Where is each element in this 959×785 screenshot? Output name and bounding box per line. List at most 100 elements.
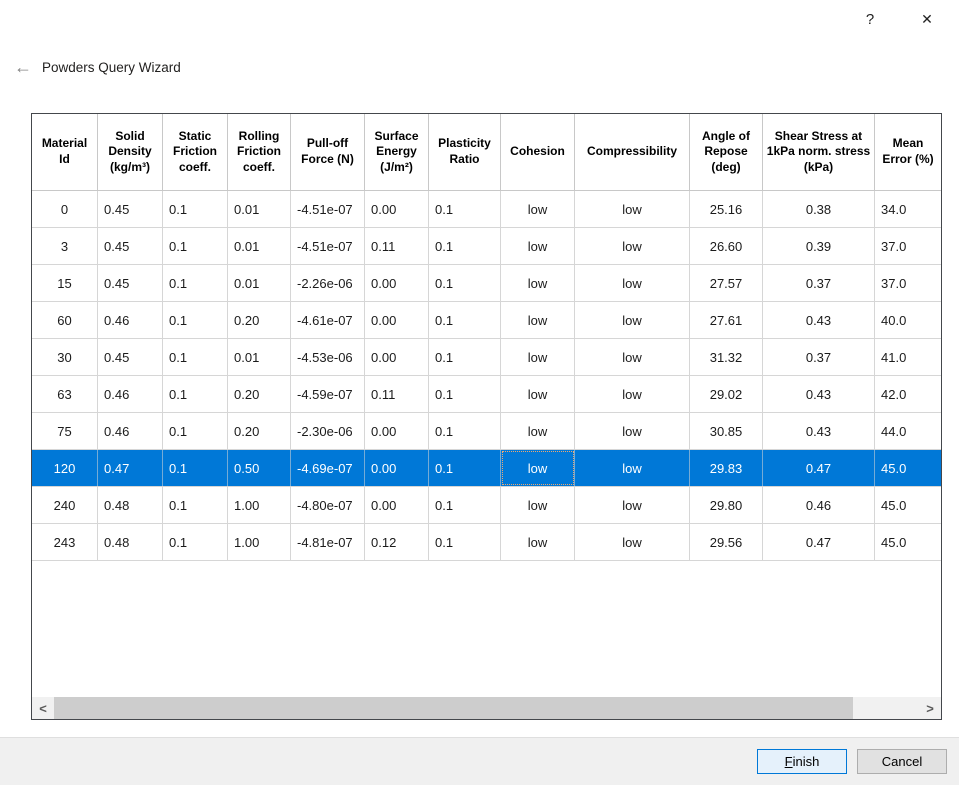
table-cell[interactable]: 0.1 (429, 265, 501, 301)
table-cell[interactable]: 0.1 (163, 191, 228, 227)
table-cell[interactable]: 29.83 (690, 450, 763, 486)
table-cell[interactable]: 240 (32, 487, 98, 523)
table-cell[interactable]: 0.1 (429, 228, 501, 264)
table-cell[interactable]: 0.20 (228, 302, 291, 338)
table-cell[interactable]: 34.0 (881, 201, 907, 217)
column-header[interactable]: Surface Energy (J/m²) (365, 114, 429, 190)
table-cell[interactable]: 0.1 (429, 413, 501, 449)
table-cell[interactable]: 0.1 (429, 450, 501, 486)
column-header[interactable]: Plasticity Ratio (429, 114, 501, 190)
table-cell[interactable]: low (575, 524, 690, 560)
table-cell[interactable]: 0.47 (763, 450, 875, 486)
close-button[interactable]: ✕ (914, 6, 940, 32)
table-cell[interactable]: 30 (32, 339, 98, 375)
table-cell[interactable]: 29.56 (690, 524, 763, 560)
table-cell[interactable]: 26.60 (690, 228, 763, 264)
table-cell[interactable]: 0.47 (98, 450, 163, 486)
table-cell[interactable]: 0.1 (429, 487, 501, 523)
table-cell[interactable]: 0.1 (163, 524, 228, 560)
table-cell[interactable]: -2.26e-06 (291, 265, 365, 301)
table-cell[interactable]: low (501, 450, 575, 486)
table-cell[interactable]: 0.1 (163, 487, 228, 523)
table-cell[interactable]: 0.43 (763, 376, 875, 412)
table-row[interactable]: 63 0.46 0.1 0.20 -4.59e-07 0.11 0.1 low low 29.02… (32, 376, 941, 413)
table-cell[interactable]: low (501, 228, 575, 264)
table-cell[interactable]: low (575, 450, 690, 486)
table-cell[interactable]: 60 (32, 302, 98, 338)
table-cell[interactable]: 0.46 (98, 302, 163, 338)
table-cell[interactable]: 40.0 (881, 312, 907, 328)
table-cell[interactable]: 0.1 (429, 376, 501, 412)
table-cell[interactable]: 37.0 (881, 275, 907, 291)
table-cell[interactable]: low (575, 487, 690, 523)
table-cell[interactable]: 0.45 (98, 339, 163, 375)
table-cell[interactable]: 0.43 (763, 413, 875, 449)
table-cell[interactable]: 0.01 (228, 339, 291, 375)
column-header[interactable]: Shear Stress at 1kPa norm. stress (kPa) (763, 114, 875, 190)
table-row[interactable]: 240 0.48 0.1 1.00 -4.80e-07 0.00 0.1 low low 29.8… (32, 487, 941, 524)
table-cell[interactable]: 27.61 (690, 302, 763, 338)
table-cell[interactable]: 25.16 (690, 191, 763, 227)
table-cell[interactable]: -4.81e-07 (291, 524, 365, 560)
table-cell[interactable]: 0.11 (365, 376, 429, 412)
table-cell[interactable]: -4.61e-07 (291, 302, 365, 338)
table-cell[interactable]: 27.57 (690, 265, 763, 301)
table-cell[interactable]: 0.01 (228, 228, 291, 264)
table-cell[interactable]: 41.0 (881, 349, 907, 365)
table-cell[interactable]: 45.0 (881, 497, 907, 513)
table-cell[interactable]: 0.00 (365, 265, 429, 301)
column-header[interactable]: Static Friction coeff. (163, 114, 228, 190)
cancel-button[interactable]: Cancel (857, 749, 947, 774)
table-cell[interactable]: low (501, 191, 575, 227)
table-cell[interactable]: 1.00 (228, 487, 291, 523)
table-cell[interactable]: low (501, 339, 575, 375)
table-cell[interactable]: 0.1 (163, 376, 228, 412)
column-header[interactable]: Angle of Repose (deg) (690, 114, 763, 190)
table-cell[interactable]: 0.43 (763, 302, 875, 338)
table-cell[interactable]: 0.1 (429, 191, 501, 227)
table-cell[interactable]: 0.45 (98, 265, 163, 301)
table-cell[interactable]: 0.1 (429, 302, 501, 338)
table-row[interactable]: 120 0.47 0.1 0.50 -4.69e-07 0.00 0.1 low low 29.8… (32, 450, 941, 487)
table-cell[interactable]: low (501, 413, 575, 449)
table-cell[interactable]: 0.11 (365, 228, 429, 264)
table-cell[interactable]: 0.00 (365, 413, 429, 449)
column-header[interactable]: Compressibility (575, 114, 690, 190)
horizontal-scrollbar[interactable]: < > (32, 697, 941, 719)
table-cell[interactable]: 0.1 (163, 339, 228, 375)
table-cell[interactable]: 45.0 (881, 534, 907, 550)
table-cell[interactable]: 0.01 (228, 191, 291, 227)
table-row[interactable]: 75 0.46 0.1 0.20 -2.30e-06 0.00 0.1 low low 30.85… (32, 413, 941, 450)
table-cell[interactable]: 45.0 (881, 460, 907, 476)
table-cell[interactable]: 0.37 (763, 339, 875, 375)
column-header[interactable]: Rolling Friction coeff. (228, 114, 291, 190)
table-cell[interactable]: 0.47 (763, 524, 875, 560)
table-cell[interactable]: -2.30e-06 (291, 413, 365, 449)
scrollbar-track[interactable] (853, 697, 919, 719)
table-cell[interactable]: 0.00 (365, 191, 429, 227)
table-cell[interactable]: 37.0 (881, 238, 907, 254)
back-button[interactable]: ← (10, 55, 36, 79)
table-cell[interactable]: 0.48 (98, 487, 163, 523)
table-cell[interactable]: low (575, 228, 690, 264)
table-cell[interactable]: 42.0 (881, 386, 907, 402)
table-cell[interactable]: 0.00 (365, 339, 429, 375)
table-cell[interactable]: -4.51e-07 (291, 191, 365, 227)
table-cell[interactable]: -4.53e-06 (291, 339, 365, 375)
table-row[interactable]: 60 0.46 0.1 0.20 -4.61e-07 0.00 0.1 low low 27.61… (32, 302, 941, 339)
table-cell[interactable]: 0.46 (98, 413, 163, 449)
table-cell[interactable]: 63 (32, 376, 98, 412)
column-header[interactable]: Mean Error (%) (882, 136, 934, 166)
column-header[interactable]: Cohesion (501, 114, 575, 190)
table-cell[interactable]: low (575, 376, 690, 412)
table-cell[interactable]: 1.00 (228, 524, 291, 560)
table-cell[interactable]: 0.00 (365, 302, 429, 338)
table-cell[interactable]: 0.01 (228, 265, 291, 301)
table-cell[interactable]: 0.1 (429, 524, 501, 560)
table-cell[interactable]: 0.1 (163, 302, 228, 338)
table-cell[interactable]: 243 (32, 524, 98, 560)
table-cell[interactable]: 0.1 (163, 450, 228, 486)
scroll-right-button[interactable]: > (919, 697, 941, 719)
finish-button[interactable]: Finish (757, 749, 847, 774)
table-cell[interactable]: -4.59e-07 (291, 376, 365, 412)
